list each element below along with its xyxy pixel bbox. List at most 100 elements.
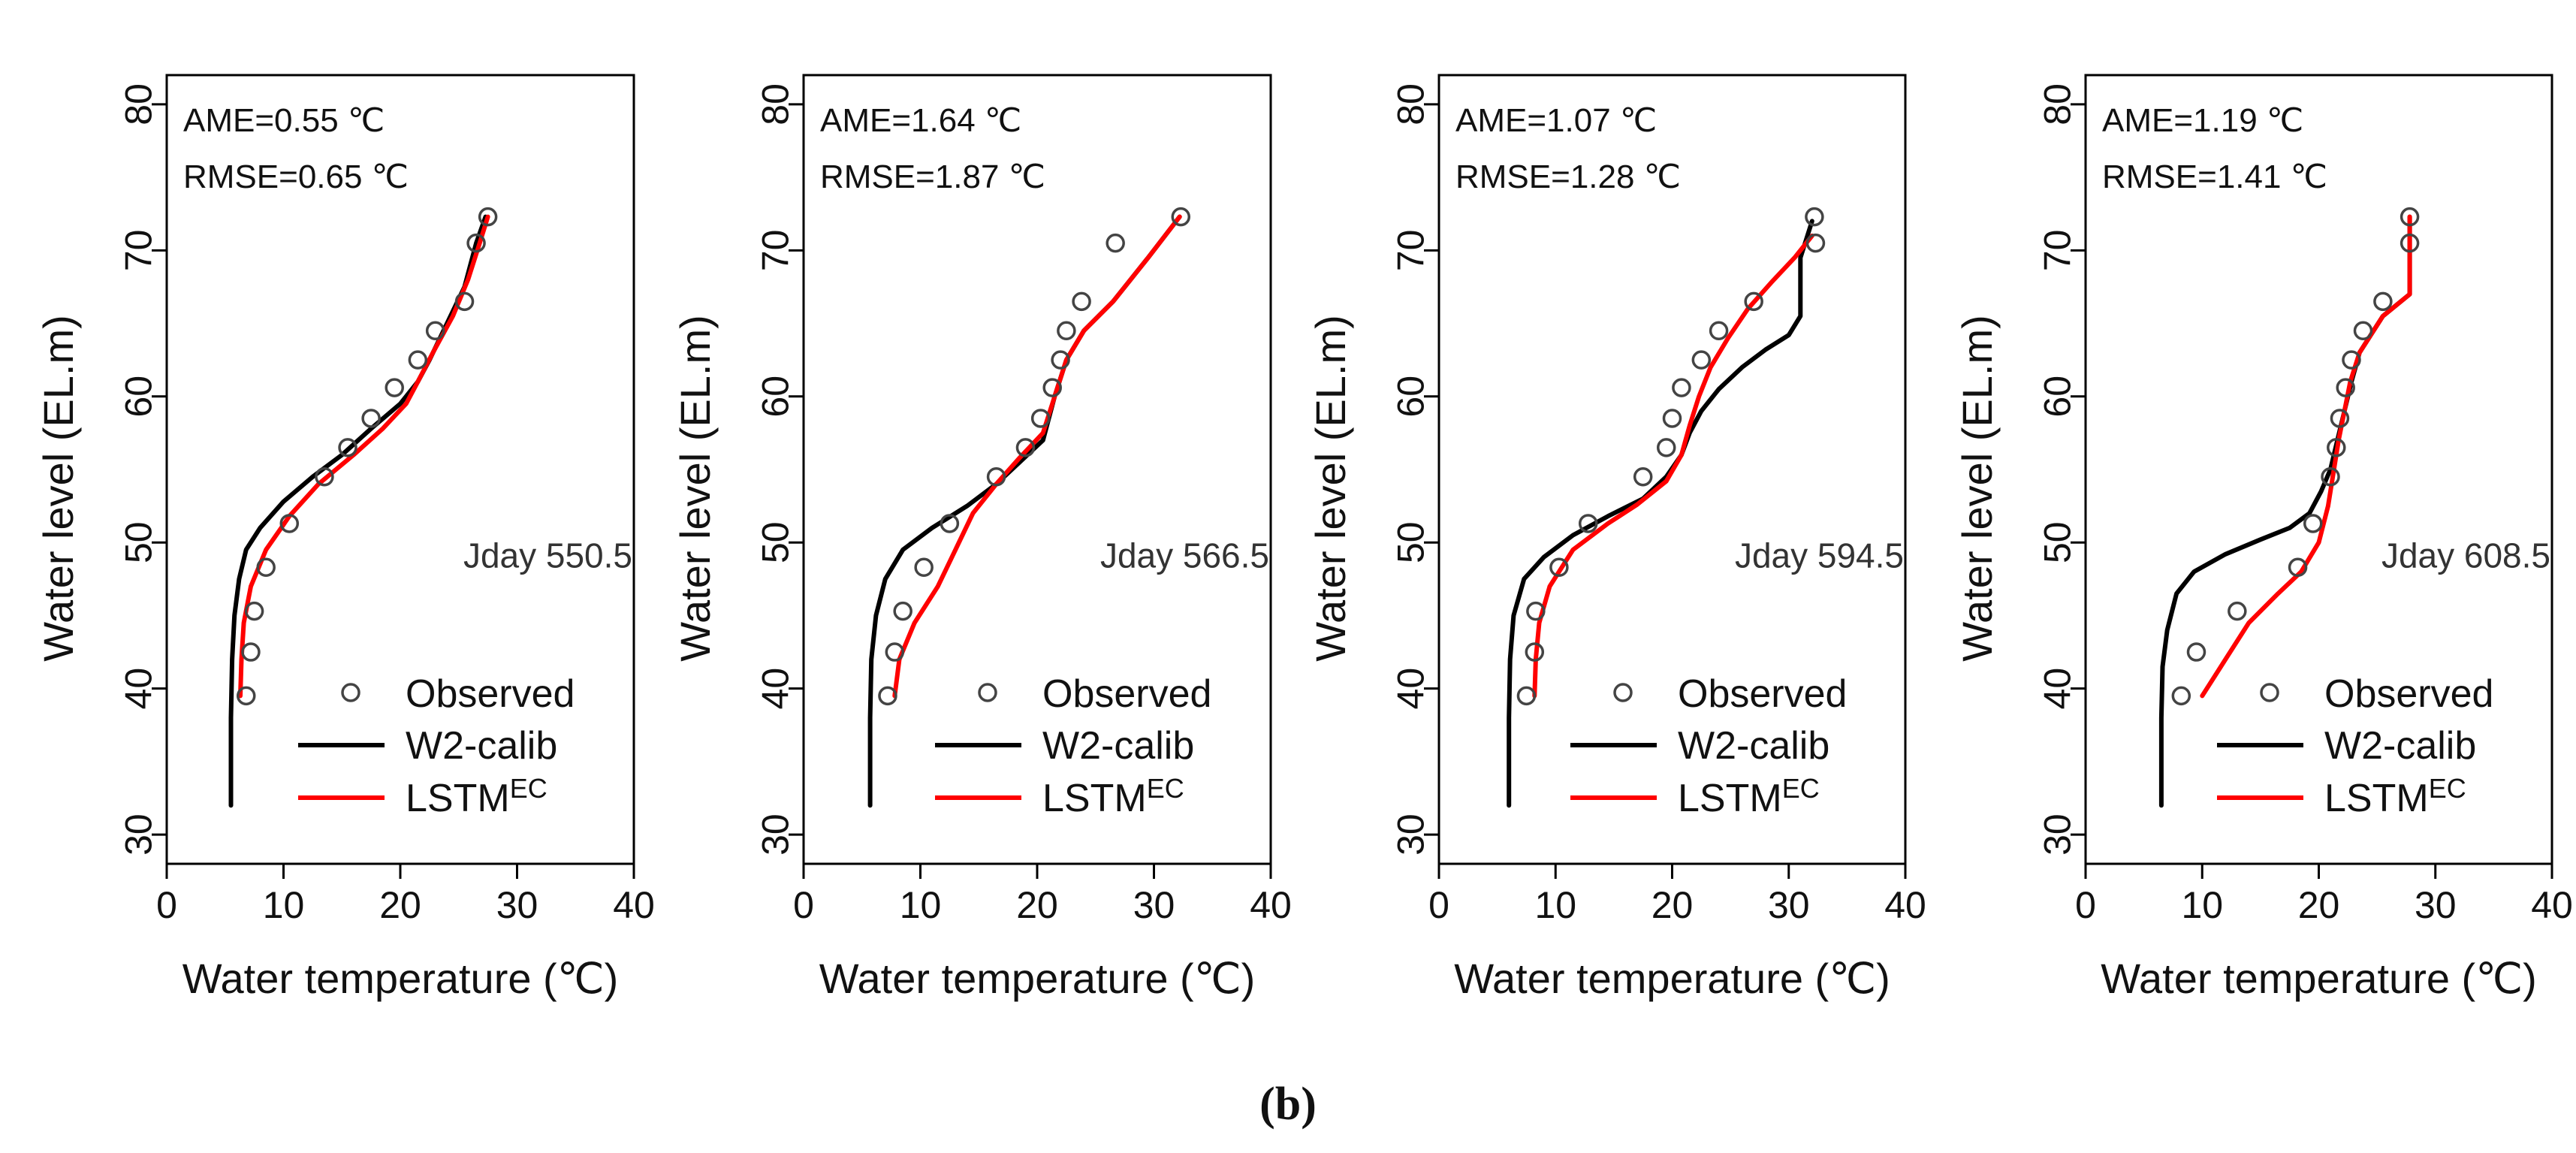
- y-tick-label: 50: [755, 521, 797, 563]
- w2-calib-line: [1507, 219, 1814, 808]
- observed-point: [1744, 291, 1763, 312]
- observed-point: [2186, 642, 2206, 662]
- x-tick-label: 30: [1133, 884, 1175, 926]
- legend-w2-label: W2-calib: [1042, 724, 1194, 768]
- y-tick-label: 40: [755, 668, 797, 710]
- y-axis-title: Water level (EL.m): [671, 315, 719, 662]
- observed-point: [1030, 409, 1051, 428]
- x-tick-label: 40: [1250, 884, 1292, 926]
- stat-label: RMSE=1.41 ℃: [2102, 158, 2327, 195]
- x-tick-label: 40: [613, 884, 655, 926]
- observed-point: [986, 466, 1006, 487]
- observed-point: [1072, 291, 1091, 312]
- chart-panel-4: 0 10 20 30 40 30 40 50 60 70 80 Water temperature (…: [1953, 74, 2573, 1002]
- observed-point: [361, 409, 381, 428]
- legend-observed-marker: [2260, 683, 2279, 702]
- observed-point: [1672, 378, 1691, 397]
- y-tick-label: 40: [2037, 668, 2079, 710]
- lstm-line: [238, 214, 490, 699]
- x-tick-label: 20: [379, 884, 421, 926]
- y-tick-label: 80: [2037, 83, 2079, 125]
- observed-point: [878, 686, 897, 706]
- legend-lstm-label: LSTMEC: [2324, 773, 2466, 820]
- x-tick-label: 20: [2298, 884, 2340, 926]
- x-tick-label: 20: [1016, 884, 1058, 926]
- stat-label: AME=0.55 ℃: [183, 102, 385, 139]
- observed-point: [1516, 686, 1537, 706]
- stat-label: AME=1.19 ℃: [2102, 102, 2303, 139]
- observed-point: [1691, 350, 1712, 370]
- observed-point: [1709, 321, 1729, 341]
- legend-lstm-label-base: LSTM: [1042, 777, 1147, 820]
- lstm-line: [892, 214, 1182, 699]
- observed-point: [241, 642, 261, 662]
- y-tick-label: 30: [755, 813, 797, 856]
- stat-label: RMSE=1.28 ℃: [1455, 158, 1681, 195]
- x-tick-label: 0: [793, 884, 814, 926]
- lstm-line: [1532, 233, 1814, 699]
- x-tick-label: 0: [156, 884, 177, 926]
- y-tick-label: 60: [118, 376, 160, 418]
- observed-point: [408, 350, 428, 370]
- x-tick-label: 40: [2531, 884, 2573, 926]
- jday-label: Jday 566.5: [1100, 536, 1269, 575]
- y-tick-label: 30: [2037, 813, 2079, 856]
- observed-point: [1057, 321, 1076, 341]
- legend-observed-label: Observed: [406, 672, 575, 716]
- jday-label: Jday 594.5: [1735, 536, 1904, 575]
- legend-lstm-label: LSTMEC: [406, 773, 547, 820]
- observed-point: [279, 514, 300, 533]
- observed-point: [1805, 207, 1824, 227]
- stat-label: RMSE=1.87 ℃: [820, 158, 1045, 195]
- observed-point: [244, 601, 264, 621]
- y-tick-label: 80: [755, 83, 797, 125]
- w2-calib-line: [2158, 214, 2412, 808]
- legend-observed-marker: [978, 683, 997, 702]
- observed-point: [940, 514, 960, 533]
- observed-point: [236, 686, 256, 706]
- observed-point: [315, 466, 334, 487]
- legend-lstm-label-base: LSTM: [2324, 777, 2429, 820]
- observed-point: [1633, 466, 1653, 487]
- y-tick-label: 80: [1390, 83, 1432, 125]
- observed-point: [338, 438, 357, 457]
- x-tick-label: 10: [2181, 884, 2223, 926]
- y-tick-label: 80: [118, 83, 160, 125]
- observed-point: [2336, 378, 2355, 397]
- observed-point: [1106, 233, 1125, 253]
- observed-point: [885, 642, 905, 662]
- y-axis-title: Water level (EL.m): [1307, 315, 1354, 662]
- x-axis-title: Water temperature (℃): [819, 955, 1256, 1002]
- stat-label: RMSE=0.65 ℃: [183, 158, 409, 195]
- observed-point: [1042, 378, 1062, 397]
- y-tick-label: 40: [1390, 668, 1432, 710]
- x-tick-label: 10: [900, 884, 942, 926]
- chart-panel-2: 0 10 20 30 40 30 40 50 60 70 80 Water temperature (…: [671, 74, 1292, 1002]
- y-tick-label: 60: [755, 376, 797, 418]
- observed-point: [2400, 207, 2420, 227]
- legend-lstm-label-superscript: EC: [2429, 773, 2466, 804]
- observed-point: [2327, 438, 2346, 457]
- legend-lstm-label-base: LSTM: [406, 777, 510, 820]
- figure-caption: (b): [1259, 1079, 1317, 1130]
- observed-point: [1662, 409, 1682, 428]
- observed-point: [1051, 350, 1070, 370]
- y-axis-title: Water level (EL.m): [1953, 315, 2001, 662]
- observed-point: [1015, 438, 1036, 457]
- x-tick-label: 20: [1651, 884, 1694, 926]
- legend-lstm-label: LSTMEC: [1678, 773, 1820, 820]
- observed-point: [454, 291, 475, 312]
- chart-panel-1: 0 10 20 30 40 30 40 50 60 70 80 Water temperature (…: [35, 74, 655, 1002]
- chart-panel-3: 0 10 20 30 40 30 40 50 60 70 80 Water temperature (…: [1307, 74, 1926, 1002]
- legend-observed-marker: [1613, 683, 1633, 702]
- observed-point: [1526, 601, 1546, 621]
- x-tick-label: 0: [1428, 884, 1449, 926]
- x-tick-label: 40: [1884, 884, 1926, 926]
- jday-label: Jday 550.5: [463, 536, 632, 575]
- observed-point: [2342, 350, 2361, 370]
- legend-observed-label: Observed: [1678, 672, 1847, 716]
- jday-label: Jday 608.5: [2381, 536, 2550, 575]
- observed-point: [385, 378, 404, 397]
- y-tick-label: 60: [1390, 376, 1432, 418]
